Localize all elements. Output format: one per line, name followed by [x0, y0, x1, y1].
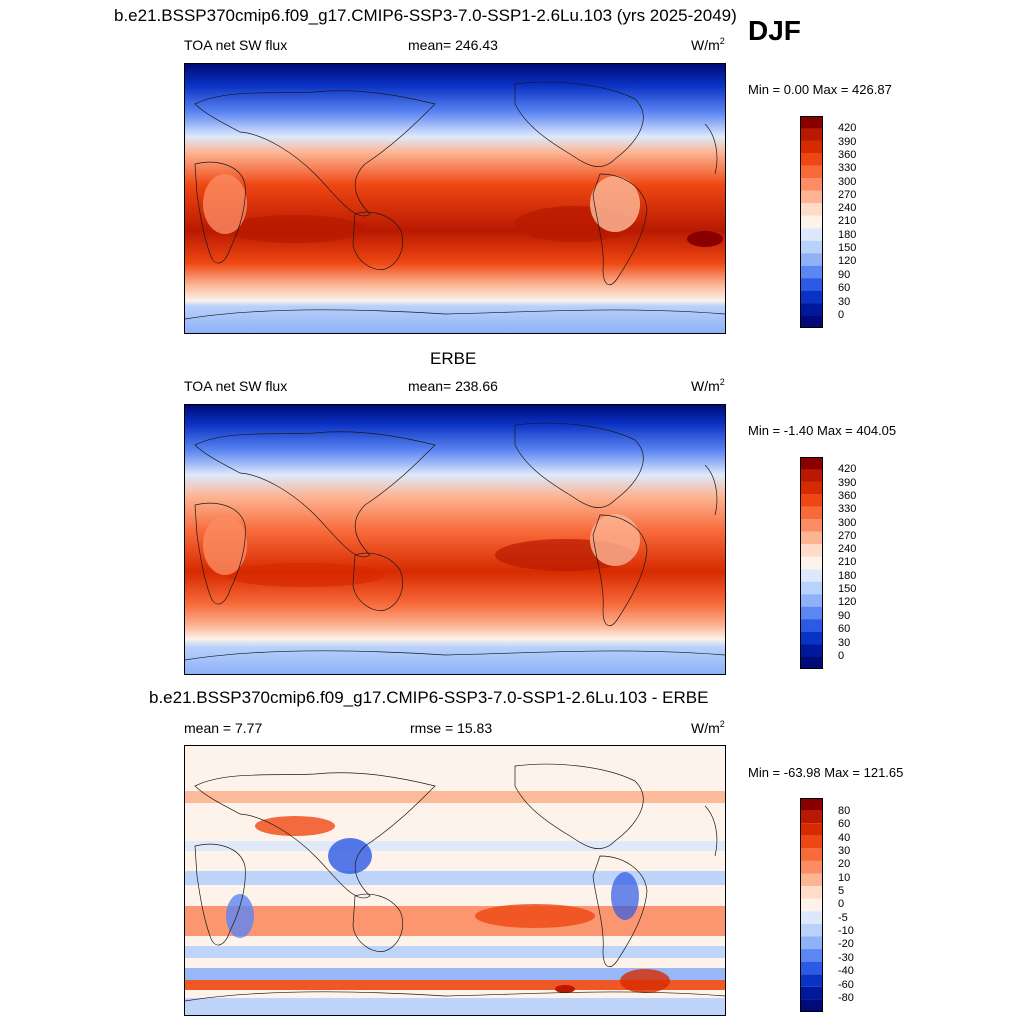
panel3-rmse-label: rmse = 15.83 — [410, 720, 493, 736]
panel3-tick: 10 — [838, 872, 851, 884]
panel2-tick: 90 — [838, 610, 851, 622]
panel1-tick: 360 — [838, 149, 857, 161]
panel1-colorbar — [800, 116, 823, 328]
panel2-tick: 30 — [838, 637, 851, 649]
season-label: DJF — [748, 15, 801, 46]
panel2-tick: 360 — [838, 490, 857, 502]
panel2-colorbar-graphic — [800, 457, 823, 669]
panel2-tick: 210 — [838, 556, 857, 568]
panel2-coastlines — [185, 422, 725, 661]
panel3-mean-label: mean = 7.77 — [184, 720, 263, 736]
panel2-map-graphic — [185, 405, 725, 674]
panel1-coastlines — [185, 81, 725, 320]
panel3-tick: -60 — [838, 979, 854, 991]
panel3-tick: -30 — [838, 952, 854, 964]
panel3-tick: 20 — [838, 858, 851, 870]
panel1-tick: 0 — [838, 309, 845, 321]
panel3-tick: -10 — [838, 925, 854, 937]
panel2-map — [184, 404, 726, 675]
panel3-tick: 80 — [838, 805, 851, 817]
panel3-tick: 0 — [838, 898, 845, 910]
panel3-map-graphic — [185, 746, 725, 1015]
panel1-tick: 240 — [838, 202, 857, 214]
panel2-units-label: W/m2 — [691, 377, 725, 395]
panel2-tick: 0 — [838, 650, 845, 662]
panel2-tick: 180 — [838, 570, 857, 582]
panel3-tick: -80 — [838, 992, 854, 1004]
panel2-tick: 60 — [838, 623, 851, 635]
panel1-tick: 180 — [838, 229, 857, 241]
panel1-tick: 300 — [838, 176, 857, 188]
panel2-tick: 300 — [838, 517, 857, 529]
panel3-minmax: Min = -63.98 Max = 121.65 — [748, 765, 904, 780]
panel1-tick: 120 — [838, 255, 857, 267]
panel3-tick: -5 — [838, 912, 848, 924]
panel2-title: ERBE — [430, 349, 477, 368]
panel2-variable-label: TOA net SW flux — [184, 378, 288, 394]
panel3-tick: 60 — [838, 818, 851, 830]
panel1-colorbar-graphic — [800, 116, 823, 328]
panel2-tick: 330 — [838, 503, 857, 515]
panel2-mean-label: mean= 238.66 — [408, 378, 498, 394]
panel1-tick: 30 — [838, 296, 851, 308]
panel1-map-graphic — [185, 64, 725, 333]
panel3-colorbar-graphic — [800, 798, 823, 1012]
panel1-tick: 150 — [838, 242, 857, 254]
panel3-tick: 30 — [838, 845, 851, 857]
panel1-tick: 330 — [838, 162, 857, 174]
panel2-minmax: Min = -1.40 Max = 404.05 — [748, 423, 897, 438]
panel3-units-label: W/m2 — [691, 719, 725, 737]
panel1-tick: 210 — [838, 215, 857, 227]
panel1-tick: 390 — [838, 136, 857, 148]
panel3-map — [184, 745, 726, 1016]
panel2-colorbar — [800, 457, 823, 669]
panel3-tick: 5 — [838, 885, 845, 897]
panel1-tick: 270 — [838, 189, 857, 201]
panel2-tick: 390 — [838, 477, 857, 489]
panel3-colorbar — [800, 798, 823, 1012]
panel2-tick: 420 — [838, 463, 857, 475]
panel3-tick: -40 — [838, 965, 854, 977]
panel2-tick: 270 — [838, 530, 857, 542]
panel1-minmax: Min = 0.00 Max = 426.87 — [748, 82, 892, 97]
panel3-title: b.e21.BSSP370cmip6.f09_g17.CMIP6-SSP3-7.… — [149, 688, 709, 707]
panel1-tick: 90 — [838, 269, 851, 281]
panel1-map — [184, 63, 726, 334]
panel3-tick: -20 — [838, 938, 854, 950]
panel2-tick: 150 — [838, 583, 857, 595]
panel1-variable-label: TOA net SW flux — [184, 37, 288, 53]
panel2-tick: 240 — [838, 543, 857, 555]
panel1-tick: 60 — [838, 282, 851, 294]
panel1-tick: 420 — [838, 122, 857, 134]
panel1-units-label: W/m2 — [691, 36, 725, 54]
panel1-mean-label: mean= 246.43 — [408, 37, 498, 53]
panel3-tick: 40 — [838, 832, 851, 844]
figure-title: b.e21.BSSP370cmip6.f09_g17.CMIP6-SSP3-7.… — [114, 6, 737, 25]
panel2-tick: 120 — [838, 596, 857, 608]
panel3-coastlines — [185, 763, 725, 1002]
